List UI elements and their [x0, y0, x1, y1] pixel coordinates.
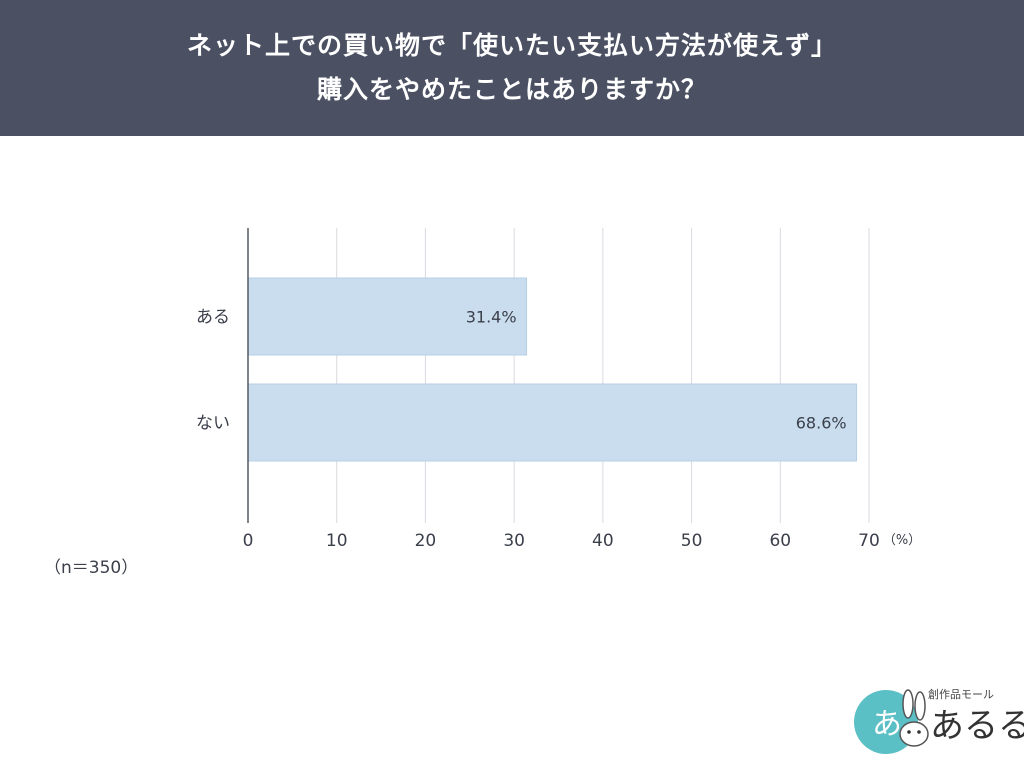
x-tick-label: 50 — [681, 531, 703, 551]
logo-brand-line: 創作品モール — [928, 688, 994, 701]
bar — [247, 383, 858, 462]
x-tick-label: 70 — [858, 531, 880, 551]
brand-logo: あ 創作品モール あるる — [850, 682, 1024, 758]
x-unit-label: （%） — [883, 533, 921, 548]
title-line-1: ネット上での買い物で「使いたい支払い方法が使えず」 — [186, 31, 837, 60]
sample-size-note: （n＝350） — [44, 558, 139, 578]
bar-value-label: 68.6% — [796, 414, 847, 433]
x-tick-label: 0 — [243, 531, 254, 551]
x-tick-label: 20 — [415, 531, 437, 551]
logo-brand-name: あるる — [930, 706, 1024, 746]
bar-value-label: 31.4% — [466, 308, 517, 327]
title-line-2: 購入をやめたことはありますか？ — [316, 75, 707, 104]
bar — [247, 277, 528, 356]
category-label: ある — [196, 308, 230, 328]
category-label: ない — [196, 414, 230, 434]
header-banner: ネット上での買い物で「使いたい支払い方法が使えず」 購入をやめたことはありますか… — [0, 0, 1024, 136]
logo-badge-text: あ — [872, 707, 902, 742]
x-tick-label: 40 — [592, 531, 614, 551]
x-tick-label: 30 — [503, 531, 525, 551]
x-tick-label: 10 — [326, 531, 348, 551]
x-tick-label: 60 — [769, 531, 791, 551]
rabbit-logo-icon: あ — [854, 689, 929, 754]
